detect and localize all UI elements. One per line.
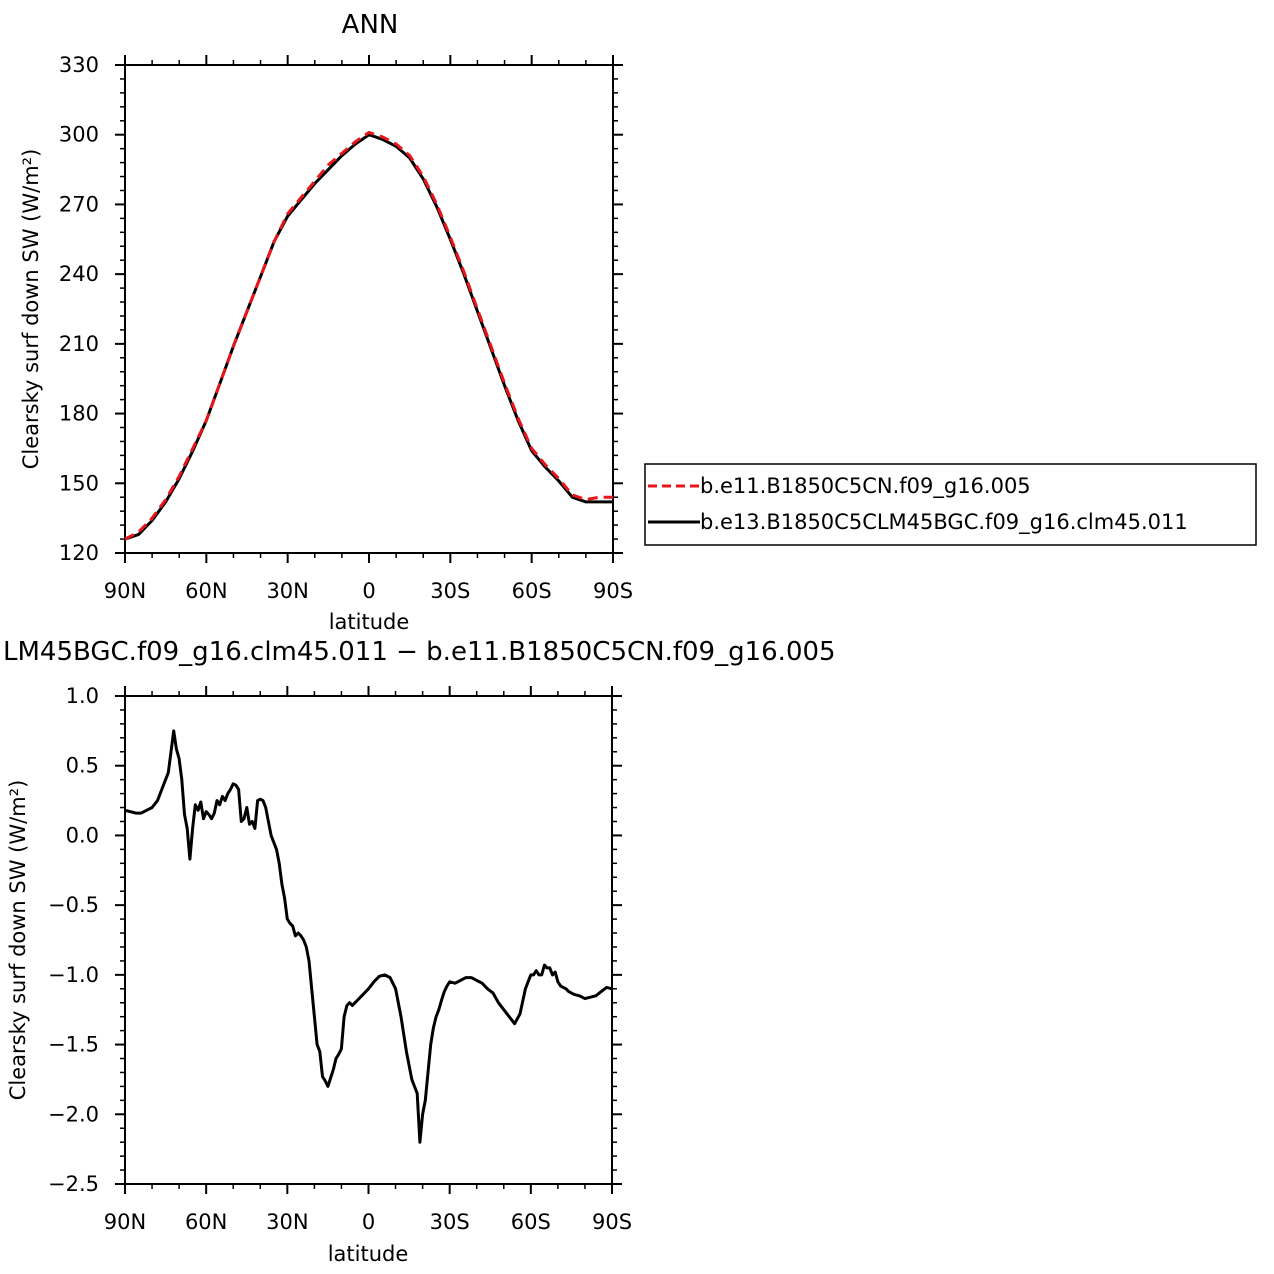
bottom-plot-y-tick-label: −2.5 [48,1172,99,1196]
top-plot: ANN 120 150 180 210 240 270 300 330 90N 60N 30N 0 3… [19,10,633,634]
top-plot-y-tick-label: 180 [59,402,99,426]
bottom-plot-x-tick-label: 90N [104,1210,146,1234]
bottom-plot-y-tick-label: −1.5 [48,1033,99,1057]
top-plot-series [124,130,613,541]
top-plot-x-tick-label: 30N [266,579,308,603]
top-plot-x-tick-labels: 90N 60N 30N 0 30S 60S 90S [104,579,633,603]
top-plot-y-tick-label: 330 [59,53,99,77]
top-plot-x-tick-label: 90S [593,579,633,603]
bottom-plot-y-tick-label: 1.0 [66,684,99,708]
bottom-plot-frame [124,695,613,1185]
top-plot-x-tick-label: 60S [512,579,552,603]
top-plot-y-tick-labels: 120 150 180 210 240 270 300 330 [59,53,99,565]
bottom-plot-title: LM45BGC.f09_g16.clm45.011 − b.e11.B1850C… [3,637,836,667]
top-plot-title: ANN [342,10,399,40]
top-plot-ylabel: Clearsky surf down SW (W/m²) [19,149,43,470]
top-plot-x-tick-label: 60N [185,579,227,603]
bottom-plot-y-tick-labels: 1.0 0.5 0.0 −0.5 −1.0 −1.5 −2.0 −2.5 [48,684,99,1196]
legend-box [644,463,1257,546]
bottom-plot-x-tick-label: 90S [592,1210,632,1234]
top-plot-series-line-1 [124,133,613,541]
top-plot-frame [124,64,614,554]
bottom-plot-y-tick-label: −2.0 [48,1102,99,1126]
top-plot-y-tick-label: 300 [59,123,99,147]
bottom-plot-y-tick-label: −1.0 [48,963,99,987]
bottom-plot-x-tick-label: 30S [430,1210,470,1234]
bottom-plot-y-tick-label: 0.5 [66,754,99,778]
top-plot-xlabel: latitude [329,610,410,634]
top-plot-x-tick-label: 0 [362,579,375,603]
top-plot-y-tick-label: 150 [59,471,99,495]
bottom-plot-x-tick-labels: 90N 60N 30N 0 30S 60S 90S [104,1210,632,1234]
legend: b.e11.B1850C5CN.f09_g16.005 b.e13.B1850C… [644,463,1257,546]
bottom-plot-ylabel: Clearsky surf down SW (W/m²) [6,780,30,1101]
bottom-plot-x-tick-label: 0 [362,1210,375,1234]
top-plot-x-tick-label: 90N [104,579,146,603]
bottom-plot-xlabel: latitude [328,1242,409,1266]
top-plot-series-line-0 [124,130,613,541]
bottom-plot-y-tick-label: −0.5 [48,893,99,917]
legend-label-series-1: b.e13.B1850C5CLM45BGC.f09_g16.clm45.011 [700,510,1188,535]
top-plot-ticks [115,55,623,563]
bottom-plot-x-tick-label: 60S [511,1210,551,1234]
top-plot-y-tick-label: 120 [59,541,99,565]
bottom-plot-y-tick-label: 0.0 [66,823,99,847]
top-plot-y-tick-label: 210 [59,332,99,356]
legend-label-series-0: b.e11.B1850C5CN.f09_g16.005 [700,474,1031,499]
top-plot-y-tick-label: 240 [59,262,99,286]
bottom-plot-x-tick-label: 30N [266,1210,308,1234]
bottom-plot-series [124,729,613,1144]
top-plot-x-tick-label: 30S [430,579,470,603]
bottom-plot-series-line-0 [124,729,613,1144]
top-plot-y-tick-label: 270 [59,192,99,216]
bottom-plot: LM45BGC.f09_g16.clm45.011 − b.e11.B1850C… [3,637,836,1266]
bottom-plot-x-tick-label: 60N [185,1210,227,1234]
bottom-plot-ticks [115,686,622,1194]
